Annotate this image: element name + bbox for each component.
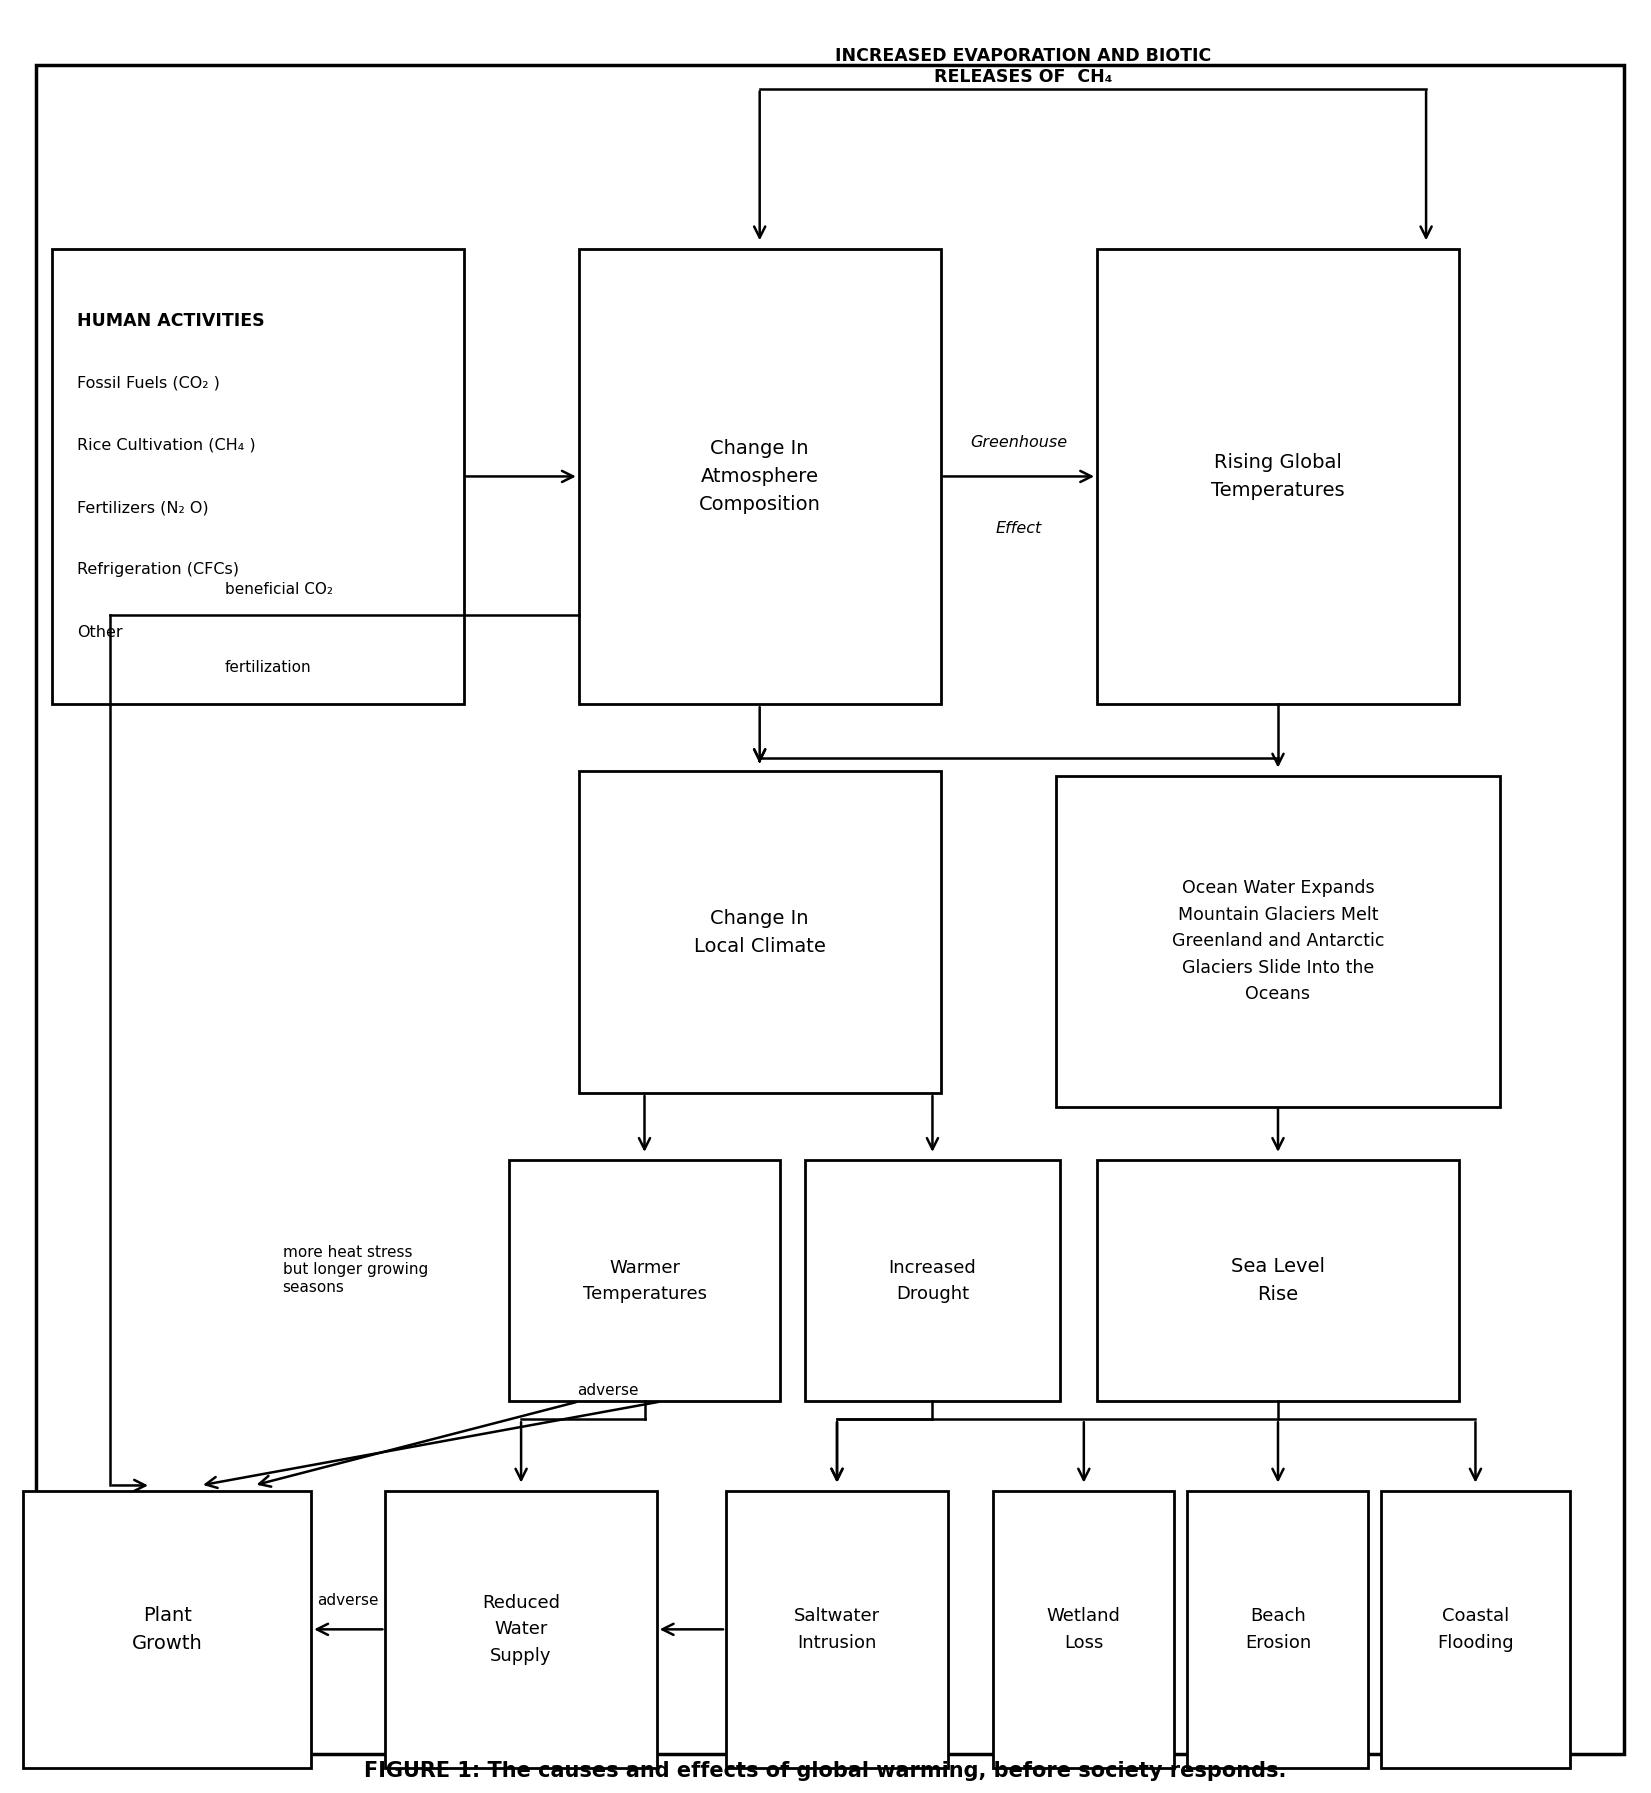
Bar [1187, 1490, 1369, 1768]
Text: Sea Level
Rise: Sea Level Rise [1232, 1257, 1326, 1304]
Text: adverse: adverse [576, 1382, 639, 1399]
Text: Rising Global
Temperatures: Rising Global Temperatures [1212, 454, 1346, 500]
Text: Rice Cultivation (CH₄ ): Rice Cultivation (CH₄ ) [78, 437, 256, 454]
Bar [1096, 249, 1459, 705]
Bar [994, 1490, 1174, 1768]
Text: INCREASED EVAPORATION AND BIOTIC
RELEASES OF  CH₄: INCREASED EVAPORATION AND BIOTIC RELEASE… [835, 47, 1212, 86]
Text: Fertilizers (N₂ O): Fertilizers (N₂ O) [78, 500, 208, 515]
Text: Ocean Water Expands
Mountain Glaciers Melt
Greenland and Antarctic
Glaciers Slid: Ocean Water Expands Mountain Glaciers Me… [1172, 879, 1384, 1002]
Bar [1096, 1160, 1459, 1402]
Bar [806, 1160, 1060, 1402]
Text: adverse: adverse [317, 1592, 380, 1608]
Text: Reduced
Water
Supply: Reduced Water Supply [482, 1594, 560, 1664]
Text: more heat stress
but longer growing
seasons: more heat stress but longer growing seas… [282, 1244, 428, 1295]
Text: Increased
Drought: Increased Drought [888, 1259, 976, 1304]
Bar [23, 1490, 312, 1768]
Bar [53, 249, 464, 705]
Bar [726, 1490, 948, 1768]
Text: Fossil Fuels (CO₂ ): Fossil Fuels (CO₂ ) [78, 375, 220, 391]
Text: Plant
Growth: Plant Growth [132, 1607, 203, 1653]
Text: Other: Other [78, 624, 122, 640]
Text: FIGURE 1: The causes and effects of global warming, before society responds.: FIGURE 1: The causes and effects of glob… [365, 1761, 1286, 1780]
Text: fertilization: fertilization [225, 660, 312, 674]
Text: Refrigeration (CFCs): Refrigeration (CFCs) [78, 563, 239, 577]
Text: Change In
Atmosphere
Composition: Change In Atmosphere Composition [698, 439, 821, 515]
Text: HUMAN ACTIVITIES: HUMAN ACTIVITIES [78, 312, 264, 330]
Text: Change In
Local Climate: Change In Local Climate [693, 909, 826, 956]
Bar [385, 1490, 657, 1768]
Text: Warmer
Temperatures: Warmer Temperatures [583, 1259, 707, 1304]
Text: Coastal
Flooding: Coastal Flooding [1436, 1607, 1514, 1651]
Bar [1380, 1490, 1570, 1768]
Text: Wetland
Loss: Wetland Loss [1047, 1607, 1121, 1651]
Bar [509, 1160, 781, 1402]
Text: beneficial CO₂: beneficial CO₂ [225, 583, 334, 597]
Text: Saltwater
Intrusion: Saltwater Intrusion [794, 1607, 880, 1651]
Bar [580, 771, 941, 1094]
Text: Beach
Erosion: Beach Erosion [1245, 1607, 1311, 1651]
Bar [1057, 776, 1501, 1106]
Text: Effect: Effect [996, 522, 1042, 536]
Bar [580, 249, 941, 705]
Text: Greenhouse: Greenhouse [971, 434, 1068, 450]
